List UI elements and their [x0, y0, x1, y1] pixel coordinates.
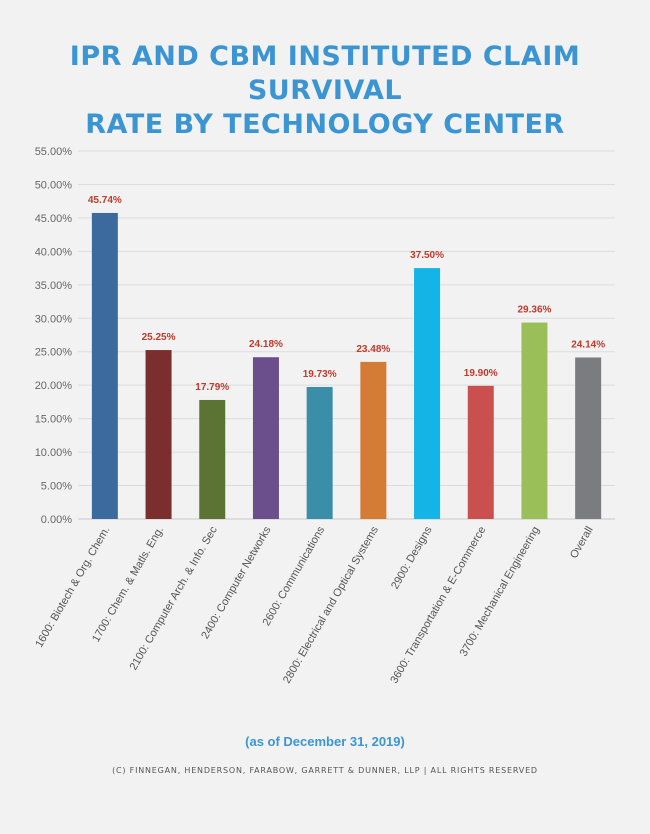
x-tick-label: 2600: Communications	[261, 524, 328, 628]
y-tick-label: 0.00%	[41, 514, 72, 526]
x-tick-label: 2800: Electrical and Optical Systems	[281, 524, 381, 686]
y-tick-label: 40.00%	[35, 246, 73, 258]
chart-title-line1: IPR AND CBM INSTITUTED CLAIM SURVIVAL	[69, 41, 581, 106]
y-tick-label: 20.00%	[35, 380, 73, 392]
bar	[467, 385, 494, 519]
bar	[145, 350, 172, 519]
x-tick-label: Overall	[568, 525, 596, 561]
y-tick-label: 15.00%	[35, 414, 73, 426]
date-note: (as of December 31, 2019)	[245, 734, 405, 749]
y-tick-label: 55.00%	[35, 146, 73, 158]
data-label: 19.90%	[464, 368, 498, 379]
data-label: 23.48%	[356, 344, 390, 355]
data-label: 24.14%	[571, 339, 605, 350]
chart-title-line2: RATE BY TECHNOLOGY CENTER	[85, 109, 565, 140]
bar	[91, 212, 118, 519]
data-label: 25.25%	[142, 332, 176, 343]
bar	[199, 399, 226, 519]
chart-title: IPR AND CBM INSTITUTED CLAIM SURVIVAL RA…	[0, 40, 650, 142]
data-label: 19.73%	[303, 369, 337, 380]
y-tick-label: 30.00%	[35, 313, 73, 325]
bar	[521, 322, 548, 519]
x-tick-label: 3600: Transportation & E-Commerce	[388, 525, 488, 686]
data-label: 29.36%	[517, 305, 551, 316]
data-label: 17.79%	[195, 382, 229, 393]
y-tick-label: 5.00%	[41, 481, 72, 493]
y-tick-label: 10.00%	[35, 447, 73, 459]
y-tick-label: 50.00%	[35, 179, 73, 191]
x-tick-label: 2100: Computer Arch. & Info. Sec	[128, 524, 221, 672]
data-label: 37.50%	[410, 250, 444, 261]
x-tick-label: 2900: Designs	[389, 524, 435, 591]
bar	[306, 386, 333, 519]
bar	[360, 361, 387, 519]
bar	[252, 357, 279, 519]
bar	[414, 268, 441, 519]
y-tick-label: 35.00%	[35, 280, 73, 292]
bar	[575, 357, 602, 519]
copyright-notice: (C) FINNEGAN, HENDERSON, FARABOW, GARRET…	[112, 766, 538, 775]
data-label: 45.74%	[88, 195, 122, 206]
data-label: 24.18%	[249, 339, 283, 350]
y-tick-label: 45.00%	[35, 213, 73, 225]
y-tick-label: 25.00%	[35, 347, 73, 359]
